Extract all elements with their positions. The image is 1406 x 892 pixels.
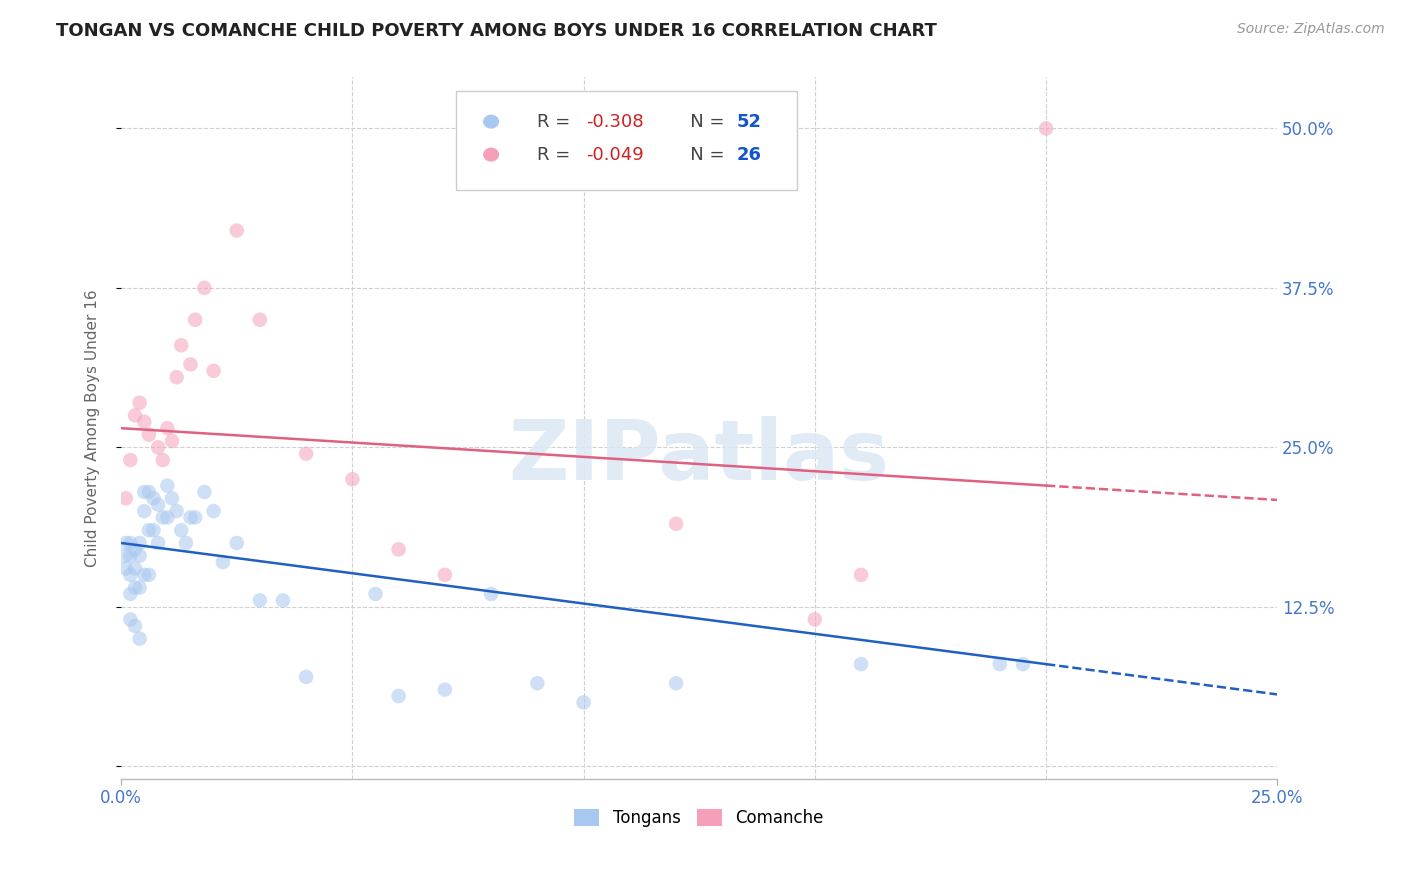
Point (120, 567, 142, 582)
Point (114, 536, 136, 550)
Point (166, 370, 188, 384)
Point (433, 567, 456, 582)
Point (179, 358, 201, 372)
Point (152, 510, 174, 524)
Point (174, 536, 197, 550)
Point (120, 587, 142, 601)
Point (120, 549, 142, 563)
Text: 52: 52 (737, 112, 761, 130)
Point (665, 676, 688, 690)
Point (124, 409, 146, 423)
Point (142, 523, 165, 537)
Text: R =: R = (537, 112, 576, 130)
Point (166, 504, 188, 518)
Point (142, 491, 165, 506)
Point (128, 581, 150, 595)
Point (364, 587, 387, 601)
Point (849, 567, 872, 582)
Point (152, 453, 174, 467)
Point (249, 593, 271, 607)
Point (134, 485, 156, 500)
Point (128, 549, 150, 563)
Point (128, 536, 150, 550)
Point (388, 689, 411, 703)
Point (120, 612, 142, 626)
Text: -0.308: -0.308 (586, 112, 644, 130)
Text: ZIPatlas: ZIPatlas (509, 416, 890, 497)
Legend: Tongans, Comanche: Tongans, Comanche (568, 802, 831, 834)
Point (156, 478, 179, 492)
Point (134, 415, 156, 429)
Point (134, 504, 156, 518)
Point (179, 510, 201, 524)
Point (146, 536, 169, 550)
Point (1035, 121, 1057, 136)
Point (1012, 657, 1035, 672)
Point (225, 536, 247, 550)
Point (138, 523, 160, 537)
Point (138, 485, 160, 500)
Point (124, 619, 146, 633)
Text: R =: R = (537, 145, 576, 163)
Point (156, 421, 179, 435)
Point (124, 542, 146, 557)
Point (138, 427, 160, 442)
Point (988, 657, 1011, 672)
Point (271, 593, 294, 607)
Point (114, 549, 136, 563)
Ellipse shape (484, 115, 498, 128)
Point (134, 567, 156, 582)
Point (124, 581, 146, 595)
Point (128, 395, 150, 409)
Y-axis label: Child Poverty Among Boys Under 16: Child Poverty Among Boys Under 16 (86, 289, 100, 567)
Ellipse shape (484, 148, 498, 161)
Point (202, 364, 225, 378)
Point (114, 561, 136, 575)
Point (388, 542, 411, 557)
Point (184, 312, 207, 326)
Point (849, 657, 872, 672)
Text: N =: N = (672, 145, 730, 163)
Text: TONGAN VS COMANCHE CHILD POVERTY AMONG BOYS UNDER 16 CORRELATION CHART: TONGAN VS COMANCHE CHILD POVERTY AMONG B… (56, 22, 938, 40)
Point (295, 670, 318, 684)
Text: 26: 26 (737, 145, 761, 163)
Text: N =: N = (672, 112, 730, 130)
Point (120, 453, 142, 467)
Point (202, 504, 225, 518)
Text: Source: ZipAtlas.com: Source: ZipAtlas.com (1237, 22, 1385, 37)
Point (479, 587, 502, 601)
Point (433, 682, 456, 697)
Point (212, 555, 235, 569)
Point (804, 612, 827, 626)
Text: -0.049: -0.049 (586, 145, 644, 163)
Point (146, 440, 169, 454)
Point (193, 281, 215, 295)
Point (160, 491, 183, 506)
Point (120, 536, 142, 550)
Point (146, 498, 169, 512)
Point (225, 223, 247, 237)
Point (572, 695, 595, 709)
Point (184, 510, 207, 524)
Point (170, 338, 193, 352)
Point (114, 491, 136, 506)
Point (295, 447, 318, 461)
Point (249, 312, 271, 326)
Point (156, 510, 179, 524)
Point (160, 434, 183, 448)
Point (128, 632, 150, 646)
Point (170, 523, 193, 537)
Point (342, 472, 364, 486)
FancyBboxPatch shape (457, 92, 797, 190)
Point (124, 561, 146, 575)
Point (526, 676, 548, 690)
Point (665, 516, 688, 531)
Point (193, 485, 215, 500)
Point (138, 567, 160, 582)
